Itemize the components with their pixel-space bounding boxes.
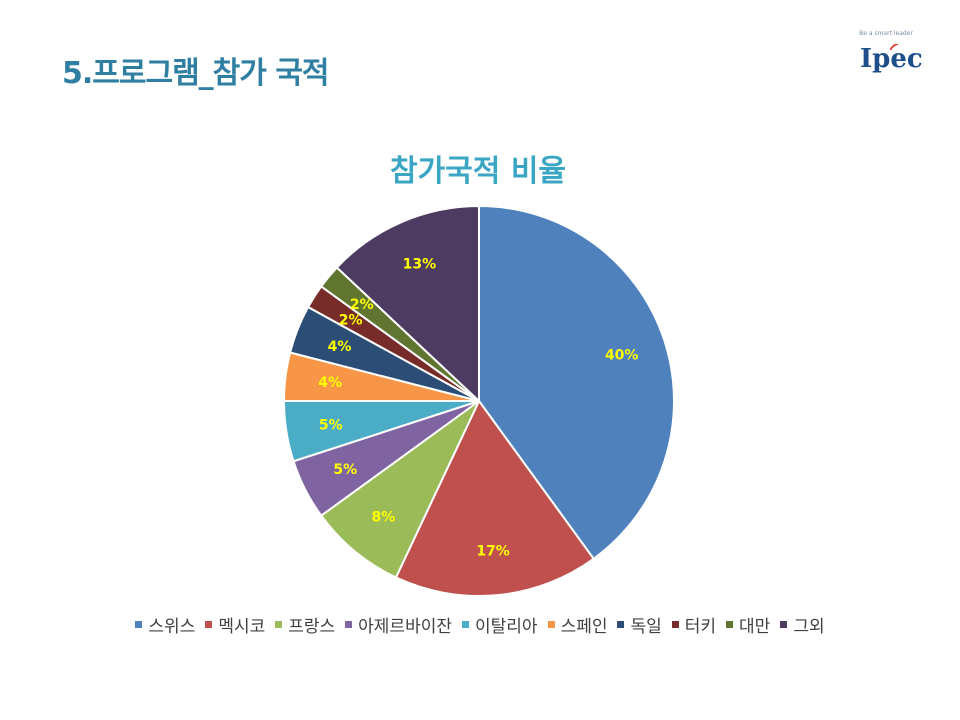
legend-swatch-1	[135, 621, 143, 628]
pie-slice-1	[478, 204, 675, 561]
legend-label-3: 프랑스	[288, 617, 336, 637]
legend-swatch-8	[671, 621, 679, 628]
legend-swatch-9	[726, 621, 734, 628]
legend-item-3: 프랑스	[275, 612, 335, 637]
slice-data-label-9: 2%	[350, 297, 374, 313]
legend-swatch-6	[547, 621, 555, 628]
slice-data-label-5: 5%	[319, 418, 343, 434]
legend-label-4: 아제르바이잔	[358, 617, 452, 637]
legend-label-7: 독일	[630, 617, 662, 637]
chart-title: 참가국적 비율	[389, 154, 567, 189]
legend: 스위스 멕시코 프랑스 아제르바이잔 이탈리아 스페인 독일 터키 대만 그외	[0, 612, 960, 637]
legend-item-7: 독일	[617, 612, 662, 637]
legend-label-2: 멕시코	[218, 617, 266, 637]
legend-item-4: 아제르바이잔	[345, 612, 452, 637]
legend-item-9: 대만	[726, 612, 770, 637]
slice-data-label-1: 40%	[605, 348, 639, 364]
pie-slice-2	[394, 399, 596, 597]
logo-tagline: Be a smart leader	[859, 30, 913, 37]
slice-data-label-4: 5%	[333, 462, 357, 478]
legend-label-6: 스페인	[560, 617, 608, 637]
legend-item-5: 이탈리아	[462, 612, 538, 637]
slice-data-label-3: 8%	[372, 510, 396, 526]
logo-accent-icon	[890, 44, 898, 50]
legend-swatch-10	[780, 621, 788, 628]
legend-swatch-2	[205, 621, 213, 628]
slice-data-label-7: 4%	[328, 339, 352, 355]
logo: Be a smart leader Ipec	[850, 30, 923, 82]
legend-swatch-7	[617, 621, 625, 628]
slice-data-label-8: 2%	[339, 313, 363, 329]
pie-labels: 40% 17% 8% 5% 5% 4% 4% 2%2% 13%	[318, 256, 638, 559]
legend-item-2: 멕시코	[205, 612, 265, 637]
page-title: 5.프로그램_참가 국적	[62, 56, 330, 91]
legend-label-10: 그외	[793, 617, 825, 637]
pie-slice-3	[319, 400, 480, 579]
legend-item-1: 스위스	[135, 612, 195, 637]
legend-swatch-5	[462, 621, 469, 628]
slice-data-label-6: 4%	[318, 375, 342, 391]
legend-item-6: 스페인	[547, 612, 608, 637]
pie-slice-10	[335, 204, 480, 404]
legend-label-5: 이탈리아	[475, 617, 538, 637]
legend-label-9: 대만	[739, 617, 771, 637]
legend-item-8: 터키	[671, 612, 717, 637]
legend-swatch-3	[275, 621, 283, 628]
legend-label-8: 터키	[684, 617, 717, 637]
slice-data-label-10: 13%	[403, 256, 437, 272]
legend-label-1: 스위스	[148, 617, 196, 637]
pie-slices	[282, 204, 675, 597]
legend-item-10: 그외	[780, 612, 825, 637]
legend-swatch-4	[345, 621, 353, 628]
slice-data-label-2: 17%	[476, 543, 510, 559]
